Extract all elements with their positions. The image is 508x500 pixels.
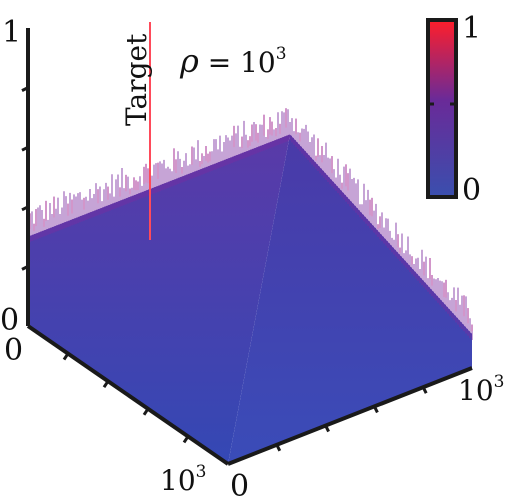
axis-tick: [182, 435, 190, 444]
surface-body: [27, 108, 473, 464]
axis-tick: [21, 265, 29, 271]
axis-tick: [21, 86, 29, 92]
axis-tick: [21, 145, 29, 152]
title-base: 10: [240, 46, 276, 79]
axis-tick: [324, 424, 330, 433]
x-axis-end-exponent: 3: [494, 372, 505, 392]
x-axis-end-base: 10: [458, 374, 494, 407]
x-axis-start-label: 0: [230, 469, 249, 500]
chart-title: ρ = 103: [179, 42, 287, 80]
title-symbol: ρ: [179, 42, 199, 80]
axis-tick: [373, 405, 379, 414]
z-axis-min-label: 0: [0, 303, 19, 338]
title-exponent: 3: [276, 44, 287, 64]
colorbar: 1 0: [426, 11, 481, 208]
axis-tick: [21, 205, 29, 212]
colorbar-gradient: [426, 18, 458, 199]
colorbar-min-label: 0: [462, 173, 481, 208]
axis-tick: [102, 380, 110, 389]
y-axis-start-label: 0: [4, 333, 23, 368]
surface-right-face: [228, 134, 472, 464]
axis-ticks: [21, 86, 428, 452]
axis-tick: [62, 352, 70, 361]
colorbar-max-label: 1: [462, 11, 481, 46]
axis-tick: [421, 386, 428, 394]
axis-tick: [275, 444, 282, 452]
target-annotation: Target: [120, 33, 153, 126]
x-axis-end-label: 103: [458, 372, 504, 407]
y-axis-line: [26, 324, 230, 466]
y-axis-end-base: 10: [160, 464, 196, 497]
x-axis-line: [227, 366, 473, 466]
y-axis-end-exponent: 3: [196, 462, 207, 482]
axes: [26, 28, 473, 466]
title-relation: =: [199, 46, 240, 79]
axis-tick: [142, 407, 150, 416]
z-axis-max-label: 1: [2, 15, 21, 50]
y-axis-end-label: 103: [160, 462, 206, 497]
